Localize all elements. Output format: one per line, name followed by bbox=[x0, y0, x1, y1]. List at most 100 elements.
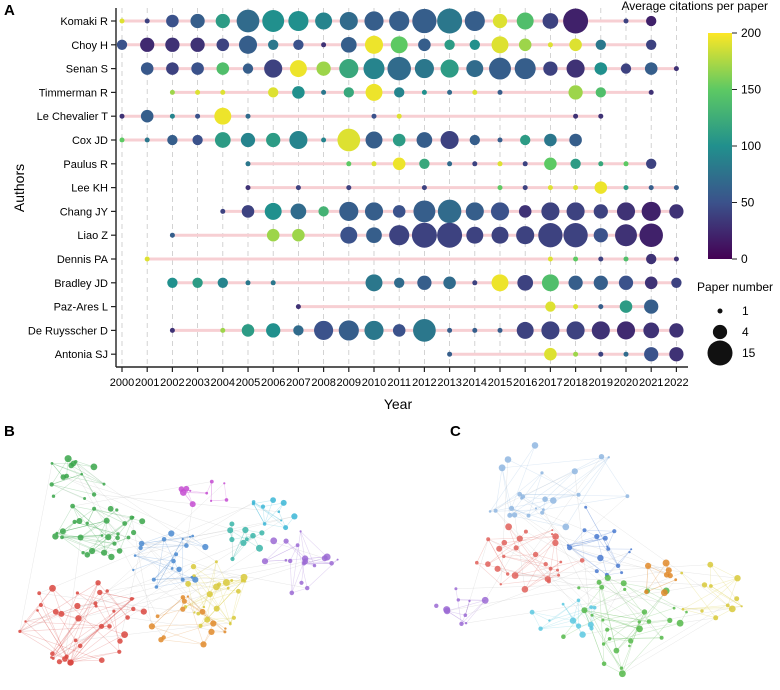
network-edge bbox=[584, 609, 650, 622]
network-node bbox=[98, 623, 105, 629]
network-node bbox=[713, 615, 719, 621]
bubble bbox=[440, 130, 459, 150]
bubble bbox=[437, 222, 463, 248]
network-node bbox=[481, 596, 489, 604]
network-node bbox=[619, 666, 624, 670]
network-node bbox=[115, 508, 119, 512]
network-node bbox=[205, 491, 209, 495]
network-edge bbox=[465, 600, 470, 616]
network-edge bbox=[153, 577, 245, 580]
network-node bbox=[180, 489, 187, 496]
y-axis-title: Authors bbox=[11, 164, 27, 212]
network-edge bbox=[80, 535, 103, 538]
network-edge bbox=[487, 539, 508, 575]
bubble bbox=[421, 89, 427, 95]
network-edge bbox=[265, 559, 286, 562]
network-node bbox=[83, 497, 87, 500]
network-edge bbox=[156, 579, 196, 588]
bubble bbox=[620, 63, 632, 74]
network-node bbox=[734, 575, 741, 582]
network-edge bbox=[639, 620, 670, 623]
network-edge bbox=[584, 610, 605, 664]
bubble bbox=[591, 321, 610, 340]
bubble bbox=[616, 321, 636, 340]
network-edge bbox=[87, 523, 118, 539]
network-edge bbox=[524, 536, 556, 590]
network-node bbox=[493, 508, 498, 513]
network-edge bbox=[488, 538, 546, 565]
x-tick-label: 2001 bbox=[135, 377, 159, 389]
network-edge bbox=[607, 620, 670, 631]
network-edge bbox=[465, 551, 630, 616]
network-node bbox=[240, 539, 247, 546]
bubble bbox=[190, 13, 205, 29]
network-edge bbox=[157, 547, 260, 617]
network-node bbox=[213, 605, 220, 612]
network-edge bbox=[607, 577, 640, 623]
bubble bbox=[644, 62, 658, 75]
network-node bbox=[496, 545, 503, 552]
network-node bbox=[581, 607, 588, 614]
network-edge bbox=[623, 583, 670, 621]
network-edge bbox=[51, 463, 105, 485]
network-node bbox=[77, 643, 83, 649]
network-edge bbox=[461, 600, 486, 625]
network-edge bbox=[509, 515, 566, 528]
bubble bbox=[389, 10, 410, 32]
network-node bbox=[105, 534, 112, 541]
network-edge bbox=[80, 598, 132, 647]
network-edge bbox=[704, 584, 728, 606]
x-tick-label: 2000 bbox=[110, 377, 134, 389]
bubble bbox=[472, 89, 478, 95]
network-node bbox=[131, 606, 136, 612]
network-node bbox=[190, 563, 197, 570]
network-edge bbox=[71, 465, 105, 485]
bubble bbox=[437, 199, 462, 224]
coauthor-network-c bbox=[434, 442, 743, 678]
bubble bbox=[648, 89, 654, 95]
network-node bbox=[499, 583, 502, 586]
network-edge bbox=[78, 483, 225, 619]
network-edge bbox=[572, 600, 579, 621]
bubble bbox=[268, 87, 279, 98]
network-edge bbox=[52, 592, 78, 654]
bubble bbox=[669, 323, 684, 338]
network-node bbox=[94, 604, 98, 608]
network-node bbox=[260, 504, 266, 509]
bubble bbox=[266, 132, 281, 148]
network-edge bbox=[19, 631, 66, 660]
network-edge bbox=[540, 624, 591, 629]
network-edge bbox=[190, 490, 207, 494]
network-edge bbox=[567, 544, 608, 548]
bubble bbox=[489, 57, 511, 80]
bubble bbox=[394, 277, 405, 288]
bubble bbox=[245, 280, 251, 286]
network-node bbox=[176, 566, 182, 572]
network-edge bbox=[565, 457, 610, 528]
bubble bbox=[389, 225, 410, 246]
network-edge bbox=[75, 461, 105, 485]
bubble bbox=[339, 201, 359, 221]
size-legend-title: Paper number bbox=[697, 280, 773, 294]
network-node bbox=[37, 591, 42, 596]
network-edge bbox=[531, 612, 541, 629]
network-edge bbox=[218, 584, 231, 625]
network-edge bbox=[153, 560, 174, 580]
network-edge bbox=[519, 493, 628, 497]
bubble bbox=[166, 62, 179, 75]
network-edge bbox=[157, 608, 183, 617]
network-edge bbox=[515, 560, 583, 576]
network-node bbox=[597, 554, 604, 562]
network-edge bbox=[503, 556, 551, 569]
bubble bbox=[165, 37, 180, 52]
network-edge bbox=[300, 531, 315, 566]
bubble bbox=[339, 59, 359, 79]
network-node bbox=[336, 558, 339, 561]
y-tick-label: Lee KH bbox=[71, 183, 108, 195]
network-node bbox=[587, 621, 594, 628]
network-edge bbox=[75, 622, 231, 641]
network-edge bbox=[528, 457, 610, 516]
network-edge bbox=[52, 588, 62, 614]
network-edge bbox=[528, 512, 543, 516]
network-node bbox=[312, 563, 317, 568]
